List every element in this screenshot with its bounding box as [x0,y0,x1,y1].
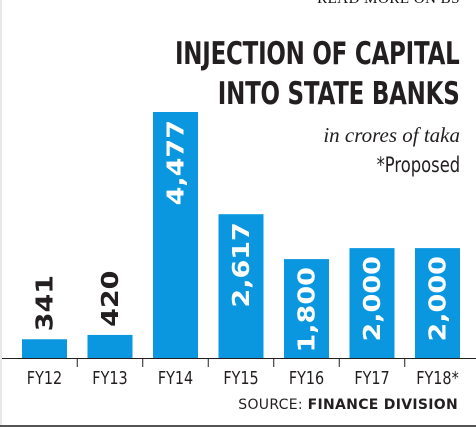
value-label: 2,000 [359,256,386,341]
category-label: FY15 [223,367,258,388]
value-label: 1,800 [293,267,320,352]
category-label: FY14 [158,367,193,388]
category-label: FY16 [289,367,324,388]
category-label: FY12 [27,367,62,388]
bar-fy17 [349,248,395,358]
bar-fy18 [415,248,460,358]
value-label: 341 [31,275,58,331]
bar-fy13 [87,334,133,358]
value-label: 4,477 [162,120,189,205]
read-more-link[interactable]: READ MORE ON BS [317,0,460,8]
unit-note: in crores of taka [323,123,460,147]
source-name: FINANCE DIVISION [307,397,458,413]
bottom-rule [0,425,476,427]
bar-fy14 [153,112,198,358]
read-more-strip[interactable]: READ MORE ON BS [0,0,476,12]
chart-title: INJECTION OF CAPITAL INTO STATE BANKS [175,34,460,114]
source-prefix: SOURCE: [238,397,308,413]
category-label: FY13 [92,367,127,388]
chart-title-line-1: INJECTION OF CAPITAL [175,36,460,72]
value-label: 2,617 [228,222,255,307]
chart-title-line-2: INTO STATE BANKS [218,76,460,112]
source-line: SOURCE: FINANCE DIVISION [238,397,458,413]
left-edge-line [0,0,2,425]
bar-fy12 [22,339,67,358]
proposed-note: *Proposed [376,153,460,177]
bar-fy15 [218,214,264,358]
value-label: 420 [97,271,124,327]
category-label: FY17 [354,367,389,388]
bar-fy16 [284,259,329,358]
value-label: 2,000 [424,256,451,341]
category-label: FY18* [416,367,459,388]
